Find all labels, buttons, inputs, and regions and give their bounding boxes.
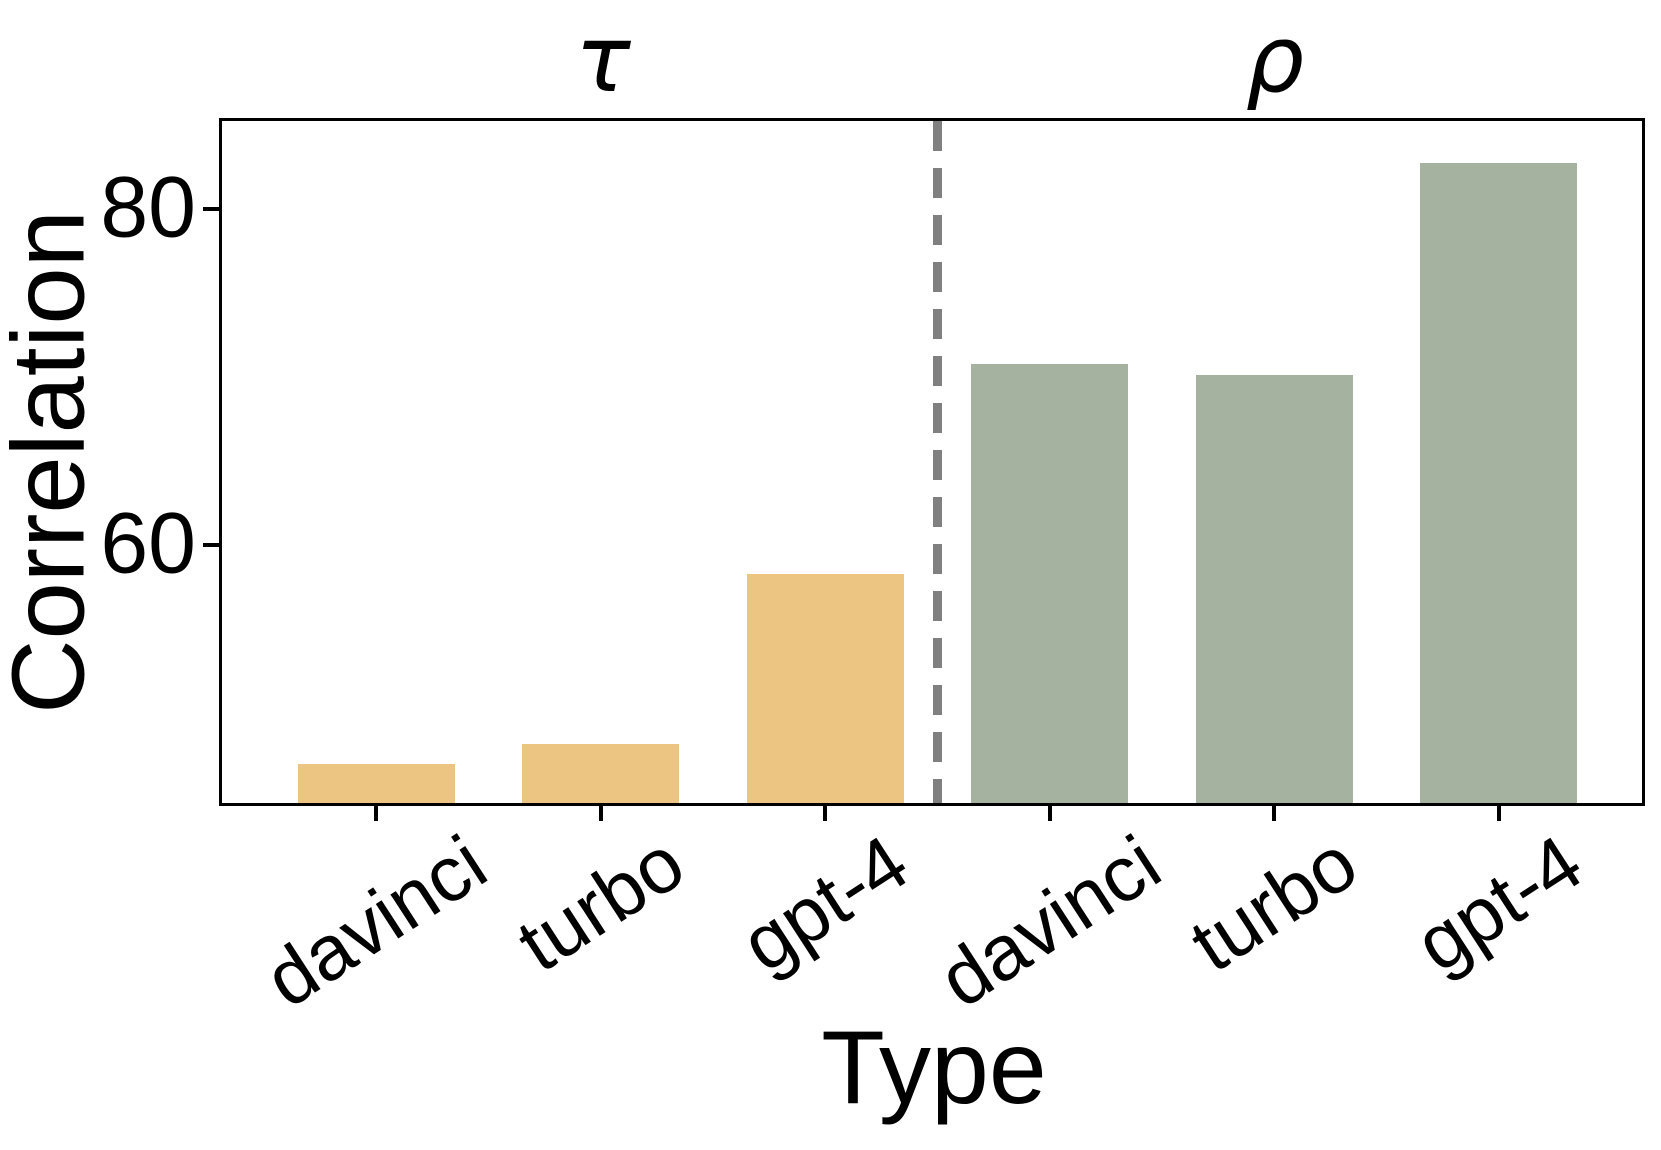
bar-tau-davinci (297, 764, 455, 803)
x-tick-mark-rho-turbo (1272, 806, 1276, 821)
bar-rho-gpt-4 (1420, 163, 1577, 803)
group-separator-dashed-line (932, 121, 942, 803)
x-tick-mark-tau-gpt-4 (823, 806, 827, 821)
y-tick-mark-80 (203, 206, 219, 211)
group-title-tau: τ (575, 6, 631, 113)
x-tick-mark-tau-davinci (374, 806, 378, 821)
x-tick-label-rho-gpt-4: gpt-4 (1399, 818, 1597, 989)
x-tick-label-rho-turbo: turbo (1175, 818, 1373, 989)
x-tick-mark-rho-gpt-4 (1496, 806, 1501, 821)
x-tick-label-tau-davinci: davinci (249, 818, 502, 1025)
bar-tau-gpt-4 (746, 573, 904, 803)
bar-tau-turbo (522, 744, 679, 803)
group-title-rho: ρ (1245, 6, 1305, 113)
y-axis-title: Correlation (0, 210, 106, 714)
x-tick-label-tau-gpt-4: gpt-4 (726, 818, 924, 989)
x-tick-label-rho-davinci: davinci (923, 818, 1175, 1025)
y-tick-mark-60 (203, 543, 219, 548)
y-tick-label-60: 60 (100, 495, 196, 592)
bar-rho-davinci (971, 363, 1128, 803)
x-tick-mark-rho-davinci (1047, 806, 1052, 821)
y-tick-label-80: 80 (100, 158, 196, 255)
x-tick-label-tau-turbo: turbo (501, 818, 699, 989)
plot-area (219, 118, 1645, 806)
x-tick-mark-tau-turbo (598, 806, 603, 821)
bar-rho-turbo (1195, 375, 1353, 803)
x-axis-title: Type (821, 1010, 1047, 1126)
